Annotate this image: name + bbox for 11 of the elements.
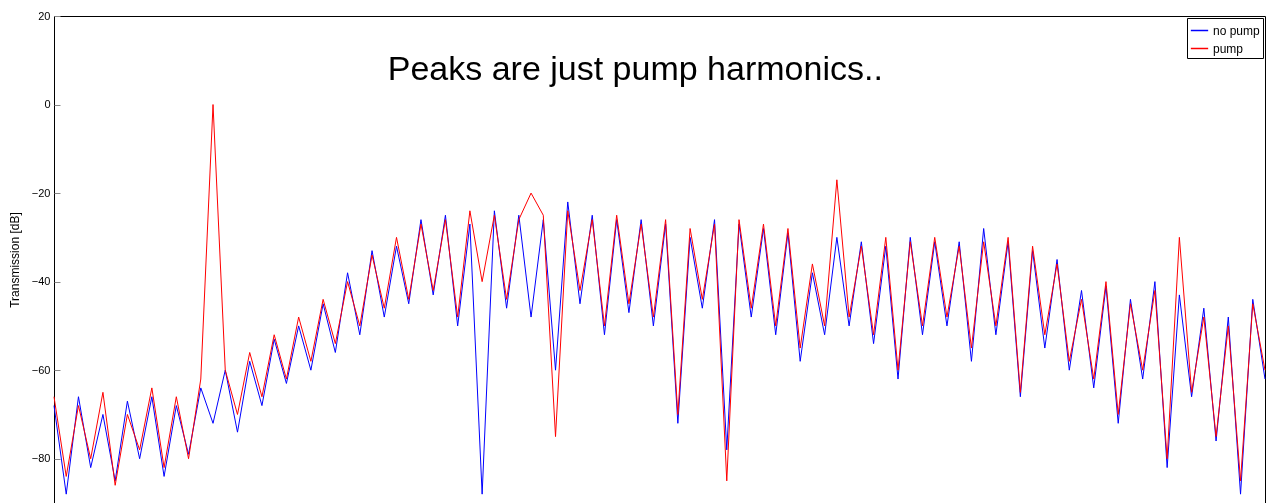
- y-tick-label: −80: [31, 452, 51, 465]
- y-tick-label: −20: [31, 186, 51, 199]
- y-tick-label: 20: [38, 9, 51, 22]
- y-axis-title: Transmission [dB]: [7, 212, 22, 308]
- legend-label: pump: [1213, 41, 1244, 56]
- legend-label: no pump: [1213, 23, 1261, 38]
- y-tick-label: 0: [44, 98, 51, 111]
- annotation: Peaks are just pump harmonics..: [387, 48, 883, 87]
- y-tick-label: −40: [31, 275, 51, 288]
- line-series: [53, 104, 1266, 486]
- y-tick-label: −60: [31, 363, 51, 376]
